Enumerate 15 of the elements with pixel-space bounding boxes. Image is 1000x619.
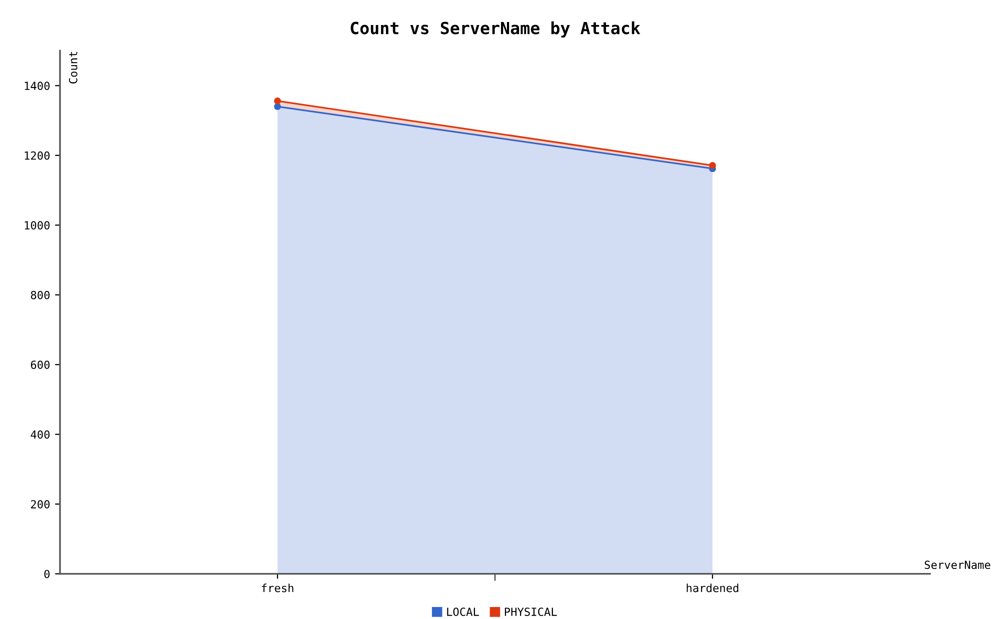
legend-label: LOCAL <box>447 608 479 616</box>
y-tick-label: 600 <box>30 360 50 369</box>
y-tick-label: 1400 <box>24 82 50 90</box>
y-tick-label: 400 <box>30 430 50 439</box>
y-tick-label: 0 <box>44 570 50 578</box>
chart-title: Count vs ServerName by Attack <box>350 21 640 38</box>
x-tick-label: fresh <box>262 584 294 592</box>
x-axis-title: ServerName <box>924 560 990 570</box>
y-tick-label: 200 <box>31 500 50 508</box>
y-tick-label: 1000 <box>24 221 50 230</box>
legend-label: PHYSICAL <box>504 608 557 616</box>
y-tick-label: 1200 <box>24 151 50 160</box>
y-axis-title: Count <box>68 52 78 84</box>
y-tick-label: 800 <box>30 290 50 300</box>
x-tick-label: hardened <box>686 584 738 592</box>
